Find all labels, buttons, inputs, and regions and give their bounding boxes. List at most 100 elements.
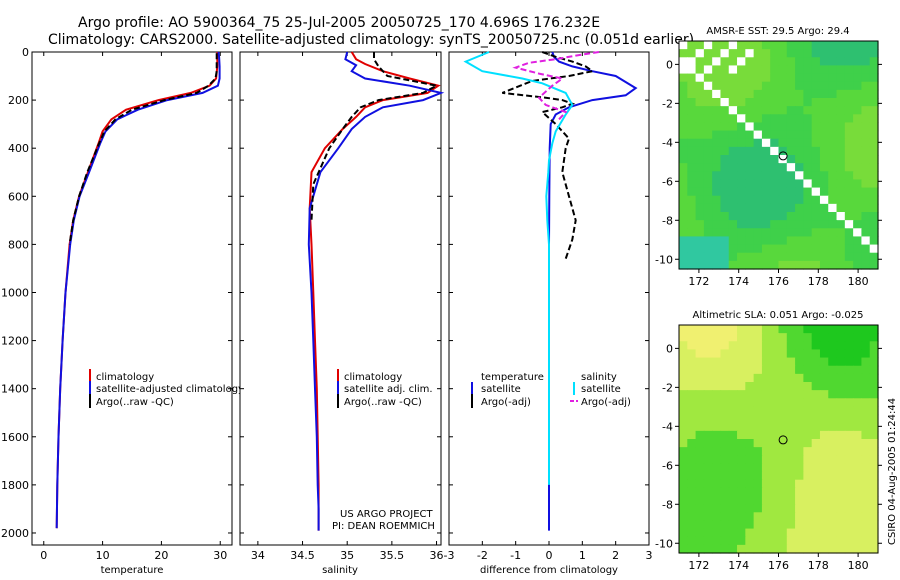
map-cell <box>869 49 879 58</box>
map-cell <box>861 373 871 383</box>
map-cell <box>695 333 705 342</box>
map-cell <box>811 228 821 238</box>
map-cell <box>828 496 838 505</box>
map-cell <box>720 520 730 530</box>
map-cell <box>728 203 738 213</box>
map-cell <box>861 398 871 408</box>
map-cell <box>853 325 863 334</box>
map-cell <box>770 325 780 334</box>
map-cell <box>703 187 713 197</box>
map-cell <box>795 73 804 83</box>
map-cell <box>803 382 813 391</box>
map-cell <box>720 236 730 246</box>
map-cell <box>753 65 763 75</box>
map-cell <box>745 536 755 546</box>
map-cell <box>811 146 821 156</box>
map-cell <box>720 536 730 546</box>
map-cell <box>687 439 697 448</box>
map-cell <box>828 89 838 99</box>
map-cell <box>861 98 871 107</box>
map-cell <box>795 130 804 140</box>
map-cell <box>695 512 705 522</box>
map-cell <box>712 195 722 205</box>
map-cell <box>745 114 755 124</box>
sla-map: Altimetric SLA: 0.051 Argo: -0.025 172 17… <box>655 310 882 572</box>
map-cell <box>687 57 697 67</box>
map-cell <box>819 81 829 91</box>
map-cell <box>844 106 854 115</box>
map-cell <box>803 325 813 334</box>
map-cell <box>844 41 854 50</box>
map-cell <box>869 390 879 399</box>
map-cell <box>844 130 854 140</box>
map-cell <box>770 114 780 124</box>
map-cell <box>869 228 879 238</box>
map-cell <box>753 252 763 262</box>
map-cell <box>778 406 788 416</box>
map-cell <box>836 487 846 497</box>
map-cell <box>753 57 763 67</box>
map-cell <box>761 187 771 197</box>
map-cell <box>861 65 871 75</box>
map-cell <box>728 106 738 115</box>
map-cell <box>869 504 879 513</box>
map-cell <box>844 187 854 197</box>
map-cell <box>869 130 879 140</box>
map-cell <box>695 382 705 391</box>
map-cell <box>703 479 713 489</box>
map-cell <box>753 414 763 424</box>
map-cell <box>770 244 780 254</box>
map-cell <box>687 341 697 351</box>
map-cell <box>687 130 697 140</box>
map-cell <box>761 357 771 367</box>
map-cell <box>786 187 796 197</box>
map-cell <box>679 349 688 359</box>
map-cell <box>695 463 705 473</box>
map-cell <box>695 41 705 50</box>
map-cell <box>811 422 821 432</box>
temperature-ticks: 0 200 400 600 800 1000 1200 1400 1600 1800 2000 0 10… <box>1 46 232 562</box>
series-line-argo <box>68 53 218 245</box>
map-cell <box>753 536 763 546</box>
salinity-frame <box>239 51 442 546</box>
map-cell <box>786 130 796 140</box>
map-cell <box>745 455 755 465</box>
salinity-xlabel: salinity <box>322 565 358 576</box>
legend-label-argo: Argo(..raw -QC) <box>344 397 422 408</box>
map-cell <box>737 341 746 351</box>
map-cell <box>703 544 713 554</box>
map-cell <box>869 122 879 132</box>
map-cell <box>712 447 722 456</box>
map-cell <box>869 373 879 383</box>
map-cell <box>745 430 755 440</box>
map-cell <box>745 382 755 391</box>
map-cell <box>869 496 879 505</box>
map-cell <box>819 65 829 75</box>
map-cell <box>861 439 871 448</box>
map-cell <box>745 195 755 205</box>
map-cell <box>861 114 871 124</box>
map-cell <box>828 439 838 448</box>
map-cell <box>836 455 846 465</box>
map-cell <box>737 138 746 148</box>
map-cell <box>720 463 730 473</box>
map-cell <box>679 447 688 456</box>
map-cell <box>836 414 846 424</box>
map-cell <box>770 130 780 140</box>
map-cell <box>712 357 722 367</box>
map-cell <box>844 447 854 456</box>
map-cell <box>844 487 854 497</box>
map-cell <box>695 471 705 481</box>
map-cell <box>728 544 738 554</box>
map-cell <box>853 422 863 432</box>
map-cell <box>803 146 813 156</box>
map-cell <box>786 390 796 399</box>
map-cell <box>761 414 771 424</box>
map-cell <box>679 49 688 58</box>
map-cell <box>811 390 821 399</box>
map-cell <box>844 496 854 505</box>
map-cell <box>869 203 879 213</box>
map-cell <box>811 244 821 254</box>
map-cell <box>786 341 796 351</box>
map-cell <box>770 57 780 67</box>
